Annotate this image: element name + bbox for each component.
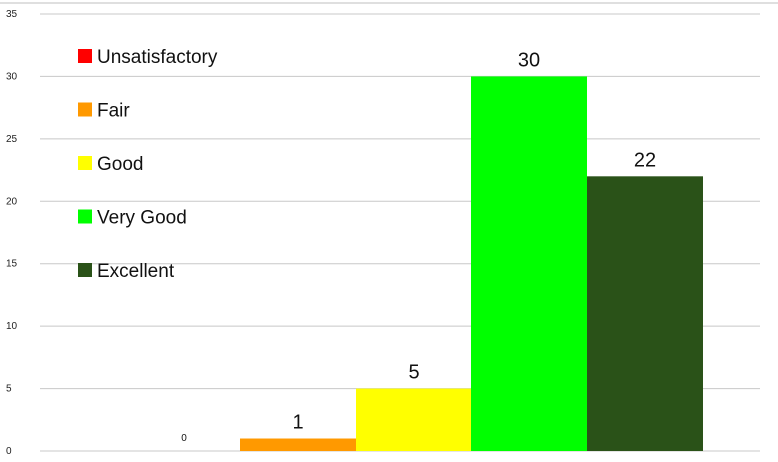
y-tick-label: 0 <box>6 446 12 457</box>
bar-very-good <box>471 76 587 451</box>
bar-excellent <box>587 176 703 452</box>
legend-swatch <box>78 49 92 63</box>
y-axis-ticks: 0 5 10 15 20 25 30 35 <box>6 9 18 457</box>
bar-fair <box>240 438 356 451</box>
legend-label: Fair <box>97 101 130 122</box>
gridlines <box>40 13 760 452</box>
data-label: 1 <box>292 412 303 434</box>
data-label: 5 <box>408 362 419 384</box>
data-label: 0 <box>181 433 187 444</box>
data-label: 30 <box>518 49 540 71</box>
bars <box>240 76 703 452</box>
y-tick-label: 25 <box>6 134 18 145</box>
y-tick-label: 15 <box>6 259 18 270</box>
data-label: 22 <box>634 149 656 171</box>
y-tick-label: 20 <box>6 196 18 207</box>
legend: Unsatisfactory Fair Good Very Good Excellent <box>78 47 218 282</box>
bar-good <box>356 388 472 451</box>
legend-swatch <box>78 102 92 117</box>
y-tick-label: 5 <box>6 384 12 395</box>
legend-swatch <box>78 156 92 170</box>
legend-label: Unsatisfactory <box>97 47 218 68</box>
y-tick-label: 30 <box>6 71 18 82</box>
legend-label: Very Good <box>97 208 187 229</box>
legend-label: Excellent <box>97 261 175 282</box>
y-tick-label: 10 <box>6 321 18 332</box>
legend-label: Good <box>97 154 143 175</box>
legend-swatch <box>78 263 92 277</box>
y-tick-label: 35 <box>6 9 18 20</box>
legend-swatch <box>78 209 92 224</box>
